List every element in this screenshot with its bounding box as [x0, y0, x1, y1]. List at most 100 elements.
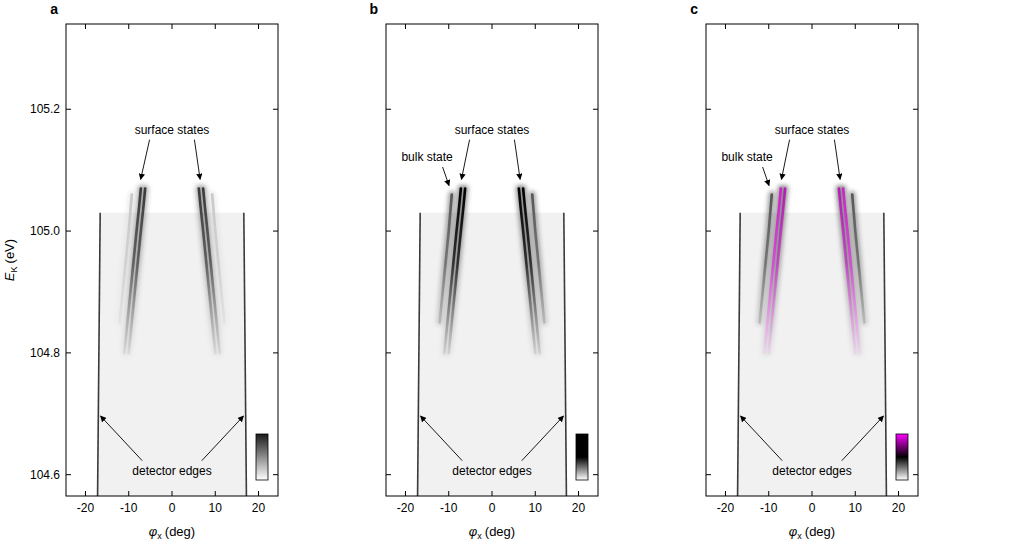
annotation-arrow — [141, 140, 150, 180]
x-tick-top — [258, 24, 259, 29]
x-tick-top — [215, 24, 216, 29]
annotation: detector edges — [452, 464, 531, 478]
bands — [120, 188, 225, 352]
frame — [66, 24, 278, 496]
detector-region — [98, 213, 247, 496]
x-tick — [405, 491, 406, 496]
band — [440, 195, 452, 323]
y-tick — [66, 474, 71, 475]
annotation: detector edges — [772, 464, 851, 478]
band — [212, 195, 224, 323]
x-tick — [578, 491, 579, 496]
axis-unit: (deg) — [805, 524, 835, 539]
x-tick-label: -20 — [717, 501, 735, 515]
annotation-arrow — [461, 140, 469, 180]
annotation: surface states — [135, 123, 210, 137]
axis-unit: (eV) — [2, 239, 17, 264]
axis-unit: (deg) — [485, 524, 515, 539]
band-halo — [120, 195, 132, 323]
y-tick — [66, 352, 71, 353]
band-halo — [440, 195, 452, 323]
axis-title: φx(deg) — [149, 524, 195, 541]
x-tick — [448, 491, 449, 496]
plot-background — [386, 24, 598, 496]
annotation-arrow — [420, 416, 462, 461]
x-tick-label: 10 — [849, 501, 863, 515]
x-tick — [215, 491, 216, 496]
y-tick — [706, 352, 711, 353]
plot-background — [66, 24, 278, 496]
x-tick-top — [492, 24, 493, 29]
band — [852, 195, 864, 323]
plot-area — [738, 188, 887, 496]
x-tick-top — [128, 24, 129, 29]
bands — [440, 188, 545, 352]
detector-region — [418, 213, 567, 496]
annotation-arrow — [842, 416, 884, 461]
y-tick-right — [273, 352, 278, 353]
y-tick-label: 105.0 — [30, 224, 60, 238]
frame — [706, 24, 918, 496]
y-tick-label: 104.6 — [30, 468, 60, 482]
panel-label: b — [369, 1, 378, 17]
x-tick-top — [725, 24, 726, 29]
x-tick-label: -20 — [397, 501, 415, 515]
plot-background — [706, 24, 918, 496]
y-tick-right — [913, 109, 918, 110]
detector-edge — [884, 213, 887, 496]
y-tick-right — [593, 109, 598, 110]
x-tick-label: 10 — [529, 501, 543, 515]
band-halo — [532, 195, 544, 323]
annotation-arrow — [202, 416, 244, 461]
y-tick — [66, 109, 71, 110]
y-tick — [386, 109, 391, 110]
x-tick-label: 10 — [209, 501, 223, 515]
band — [760, 195, 772, 323]
x-tick — [172, 491, 173, 496]
detector-edge — [564, 213, 567, 496]
y-tick-right — [273, 231, 278, 232]
x-tick-label: -20 — [77, 501, 95, 515]
annotation-arrow — [194, 140, 200, 180]
axis-unit: (deg) — [165, 524, 195, 539]
x-tick — [258, 491, 259, 496]
frame — [386, 24, 598, 496]
y-tick-right — [593, 231, 598, 232]
y-tick — [386, 352, 391, 353]
panel-label: c — [690, 1, 698, 17]
x-tick-top — [855, 24, 856, 29]
x-tick-label: 20 — [572, 501, 586, 515]
x-tick-top — [535, 24, 536, 29]
x-tick-top — [448, 24, 449, 29]
y-tick-label: 104.8 — [30, 346, 60, 360]
annotation-arrow — [522, 416, 564, 461]
detector-edge — [738, 213, 741, 496]
band-halo — [760, 195, 772, 323]
band-halo — [212, 195, 224, 323]
panel: -20-1001020φx(deg)bsurface statesbulk st… — [369, 1, 598, 541]
annotation-arrow — [740, 416, 782, 461]
x-tick — [898, 491, 899, 496]
y-tick — [386, 231, 391, 232]
plot-area — [418, 188, 567, 496]
color-bar — [576, 434, 588, 480]
annotation-arrow — [100, 416, 142, 461]
axis-title: φx(deg) — [469, 524, 515, 541]
annotation-arrow — [781, 140, 789, 180]
band — [532, 195, 544, 323]
plot-area — [98, 188, 247, 496]
x-tick-label: 0 — [489, 501, 496, 515]
y-tick — [706, 474, 711, 475]
panel: -20-1001020104.6104.8105.0105.2φx(deg)EK… — [2, 1, 278, 541]
y-tick-label: 105.2 — [30, 102, 60, 116]
x-tick — [492, 491, 493, 496]
y-tick — [706, 231, 711, 232]
y-tick-right — [593, 474, 598, 475]
x-tick-top — [405, 24, 406, 29]
y-tick — [386, 474, 391, 475]
x-tick — [128, 491, 129, 496]
annotation-arrow — [763, 167, 769, 186]
color-bar — [256, 434, 268, 480]
axis-title: EK(eV) — [2, 239, 19, 281]
x-tick — [725, 491, 726, 496]
